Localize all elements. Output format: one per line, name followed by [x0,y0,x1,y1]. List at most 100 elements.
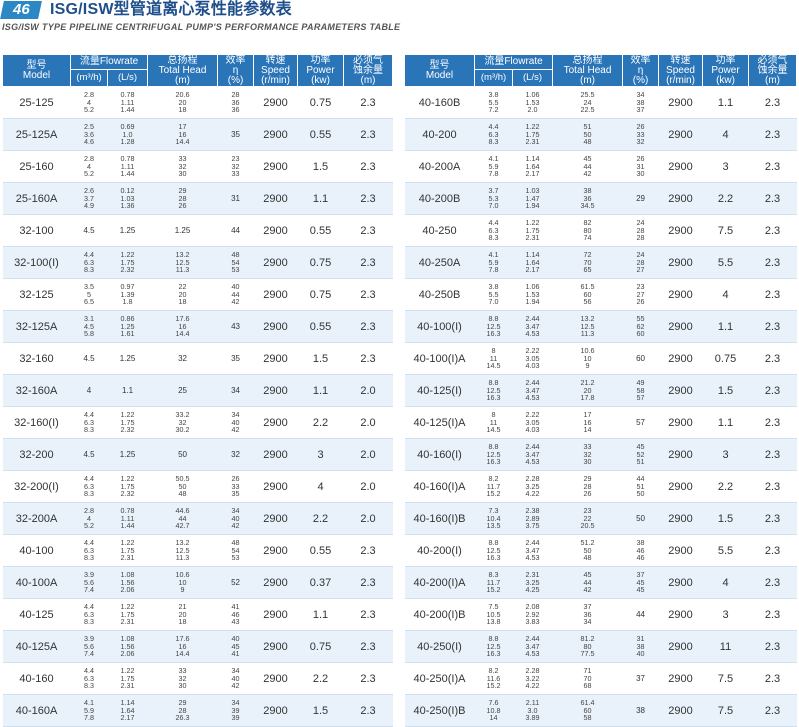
cell-p: 1.1 [702,406,749,439]
page-subtitle: ISG/ISW TYPE PIPELINE CENTRIFUGAL PUMP'S… [2,22,401,32]
cell-n: 2900 [253,566,298,599]
table-row: 32-160A 4 1.1 25 34 2900 1.1 2.0 [2,374,393,407]
table-row: 40-250(I)B 7.6 10.8 14 2.11 3.0 3.89 61.4 6… [404,694,797,727]
table-row: 40-125 4.4 6.3 8.3 1.22 1.75 2.31 21 20 18 4… [2,598,393,631]
cell-p: 1.1 [702,86,749,119]
table-row: 40-125(I) 8.8 12.5 16.3 2.44 3.47 4.53 21.2… [404,374,797,407]
table-row: 40-100 4.4 6.3 8.3 1.22 1.75 2.31 13.2 12.5… [2,534,393,567]
cell-npsh: 2.3 [748,470,797,503]
cell-e: 32 [217,438,254,471]
col-header-speed: 转速 Speed (r/min) [253,54,299,87]
cell-n: 2900 [253,342,298,375]
cell-n: 2900 [253,246,298,279]
cell-n: 2900 [658,662,703,695]
cell-n: 2900 [658,118,703,151]
table-row: 32-200A 2.8 4 5.2 0.78 1.11 1.44 44.6 44 42… [2,502,393,535]
cell-h: 50 [147,438,218,471]
cell-p: 0.75 [297,278,344,311]
cell-q: 3.8 5.5 7.2 [474,86,513,119]
cell-e: 31 38 40 [622,630,659,663]
cell-l: 2.44 3.47 4.53 [512,310,553,343]
cell-q: 4.4 6.3 8.3 [70,534,108,567]
cell-e: 29 [622,182,659,215]
cell-n: 2900 [253,278,298,311]
cell-e: 34 38 37 [622,86,659,119]
cell-npsh: 2.0 [343,438,393,471]
cell-npsh: 2.3 [748,502,797,535]
cell-model: 40-160B [404,86,475,119]
cell-p: 11 [702,630,749,663]
cell-p: 0.75 [297,86,344,119]
cell-e: 37 [622,662,659,695]
table-row: 32-100(I) 4.4 6.3 8.3 1.22 1.75 2.32 13.2 1… [2,246,393,279]
table-row: 40-200(I) 8.8 12.5 16.3 2.44 3.47 4.53 51.2… [404,534,797,567]
cell-h: 17.6 16 14.4 [147,310,218,343]
cell-e: 34 40 42 [217,662,254,695]
cell-n: 2900 [253,470,298,503]
cell-p: 0.55 [297,214,344,247]
cell-n: 2900 [658,182,703,215]
cell-q: 4.4 6.3 8.3 [70,598,108,631]
cell-l: 0.12 1.03 1.36 [107,182,148,215]
cell-p: 2.2 [297,406,344,439]
cell-l: 2.44 3.47 4.53 [512,534,553,567]
cell-h: 33 32 30 [147,662,218,695]
cell-h: 13.2 12.5 11.3 [147,246,218,279]
cell-q: 8.8 12.5 16.3 [474,630,513,663]
cell-q: 4.4 6.3 8.3 [474,214,513,247]
cell-l: 2.38 2.89 3.75 [512,502,553,535]
cell-npsh: 2.3 [343,214,393,247]
cell-model: 32-100(I) [2,246,71,279]
cell-q: 4.5 [70,342,108,375]
cell-n: 2900 [658,694,703,727]
cell-model: 40-200 [404,118,475,151]
cell-npsh: 2.3 [343,598,393,631]
cell-npsh: 2.0 [343,406,393,439]
cell-model: 40-250A [404,246,475,279]
cell-n: 2900 [658,374,703,407]
cell-e: 55 62 60 [622,310,659,343]
cell-model: 40-100A [2,566,71,599]
cell-q: 4.1 5.9 7.8 [474,246,513,279]
cell-q: 4.4 6.3 8.3 [70,662,108,695]
cell-e: 50 [622,502,659,535]
cell-n: 2900 [658,214,703,247]
cell-l: 2.08 2.92 3.83 [512,598,553,631]
cell-h: 71 70 68 [552,662,623,695]
cell-l: 1.25 [107,438,148,471]
cell-q: 4.5 [70,214,108,247]
cell-h: 45 44 42 [552,566,623,599]
cell-l: 1.22 1.75 2.32 [107,406,148,439]
cell-model: 40-250(I)B [404,694,475,727]
cell-model: 40-100(I) [404,310,475,343]
cell-h: 13.2 12.5 11.3 [147,534,218,567]
cell-p: 1.5 [297,150,344,183]
cell-q: 2.5 3.6 4.6 [70,118,108,151]
cell-e: 23 27 26 [622,278,659,311]
cell-p: 7.5 [702,214,749,247]
cell-l: 1.08 1.56 2.06 [107,566,148,599]
cell-model: 40-160(I)A [404,470,475,503]
table-row: 40-160A 4.1 5.9 7.8 1.14 1.64 2.17 29 28 26… [2,694,393,727]
table-row: 40-250A 4.1 5.9 7.8 1.14 1.64 2.17 72 70 65… [404,246,797,279]
cell-h: 25.5 24 22.5 [552,86,623,119]
col-header-efficiency: 效率 η (%) [622,54,660,87]
cell-e: 26 33 35 [217,470,254,503]
table-row: 32-125A 3.1 4.5 5.8 0.86 1.25 1.61 17.6 16 … [2,310,393,343]
cell-l: 1.06 1.53 2.0 [512,86,553,119]
cell-l: 1.1 [107,374,148,407]
cell-p: 2.2 [297,502,344,535]
cell-p: 7.5 [702,662,749,695]
cell-l: 1.22 1.75 2.31 [107,598,148,631]
cell-e: 26 31 30 [622,150,659,183]
cell-e: 60 [622,342,659,375]
cell-npsh: 2.3 [748,438,797,471]
cell-p: 5.5 [702,246,749,279]
cell-model: 40-160 [2,662,71,695]
cell-l: 0.78 1.11 1.44 [107,86,148,119]
cell-n: 2900 [253,534,298,567]
cell-h: 33 32 30 [147,150,218,183]
cell-q: 4.4 6.3 8.3 [474,118,513,151]
cell-l: 2.22 3.05 4.03 [512,342,553,375]
cell-p: 4 [297,470,344,503]
